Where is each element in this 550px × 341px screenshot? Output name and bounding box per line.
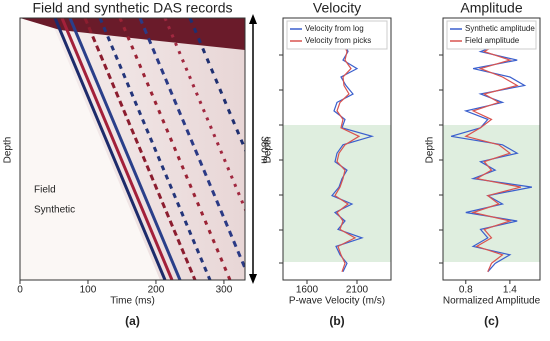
profile-line [464, 25, 522, 273]
legend-label: Velocity from picks [305, 36, 371, 45]
legend-label: Velocity from log [305, 24, 364, 33]
panel-title: Amplitude [460, 0, 522, 16]
axes-frame [282, 17, 392, 281]
legend-label: Synthetic amplitude [465, 24, 535, 33]
zone-band [443, 125, 540, 262]
depth-ticks [279, 54, 443, 264]
x-tick-label: 200 [148, 285, 165, 296]
panel-title: Field and synthetic DAS records [33, 0, 233, 16]
x-axis-label: Time (ms) [110, 296, 155, 307]
legend-box [446, 20, 537, 50]
axes-frame [19, 17, 246, 281]
das-image [20, 18, 245, 280]
x-axis-label: P-wave Velocity (m/s) [289, 296, 385, 307]
x-tick-label: 1.4 [503, 285, 517, 296]
annotation: Field [34, 185, 56, 196]
arrow-head [249, 14, 257, 24]
legend-box [286, 20, 388, 50]
legend-label: Field amplitude [465, 36, 520, 45]
annotation: Synthetic [34, 205, 75, 216]
arrow-head [249, 274, 257, 284]
annotation: 380 m [258, 136, 269, 164]
panel-label: (a) [125, 314, 140, 328]
zone-band [283, 125, 391, 262]
profile-line [450, 25, 533, 273]
x-tick-label: 300 [216, 285, 233, 296]
y-axis-label: Depth [3, 137, 14, 164]
y-axis-label: Depth [263, 137, 274, 164]
x-tick-label: 100 [80, 285, 97, 296]
panel-title: Velocity [313, 0, 361, 16]
y-axis-label: Depth [425, 137, 436, 164]
x-tick-label: 0 [17, 285, 23, 296]
panel-label: (b) [329, 314, 344, 328]
x-axis-label: Normalized Amplitude [443, 296, 541, 307]
x-tick-label: 0.8 [459, 285, 473, 296]
x-tick-label: 1600 [296, 285, 319, 296]
profile-line [326, 25, 361, 272]
axes-frame [442, 17, 541, 281]
x-tick-label: 2100 [346, 285, 369, 296]
panel-label: (c) [484, 314, 499, 328]
